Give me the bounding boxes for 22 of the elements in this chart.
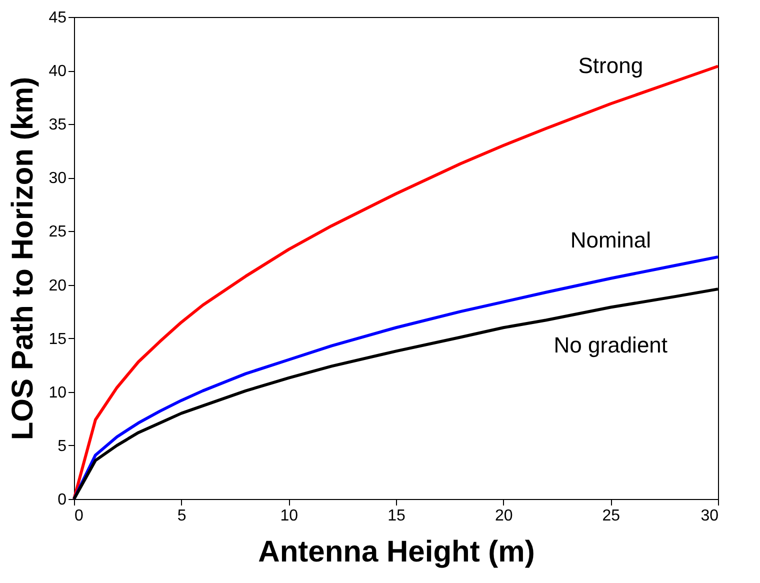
x-tick-label: 10 [280, 508, 298, 524]
x-tick-label: 20 [494, 508, 513, 524]
x-tick-label: 25 [602, 508, 620, 524]
y-tick-label: 20 [48, 277, 67, 294]
x-axis-title: Antenna Height (m) [258, 536, 535, 568]
y-tick-label: 0 [58, 492, 67, 508]
x-tick-label: 30 [700, 508, 719, 524]
y-tick-label: 35 [48, 116, 67, 134]
series-label: Strong [578, 52, 644, 78]
y-tick-label: 10 [48, 384, 67, 402]
y-tick-label: 25 [48, 224, 67, 241]
y-tick-label: 5 [58, 438, 67, 455]
y-tick-label: 15 [48, 330, 67, 348]
y-tick-label: 30 [48, 170, 67, 188]
series-label: Nominal [570, 227, 652, 252]
x-tick-label: 15 [388, 508, 406, 524]
x-tick-label: 5 [177, 508, 186, 524]
y-axis-title: LOS Path to Horizon (km) [6, 76, 40, 440]
y-tick-label: 40 [48, 63, 67, 80]
x-tick-label: 0 [74, 508, 84, 524]
series-label: No gradient [554, 332, 668, 358]
y-tick-label: 45 [48, 10, 67, 26]
